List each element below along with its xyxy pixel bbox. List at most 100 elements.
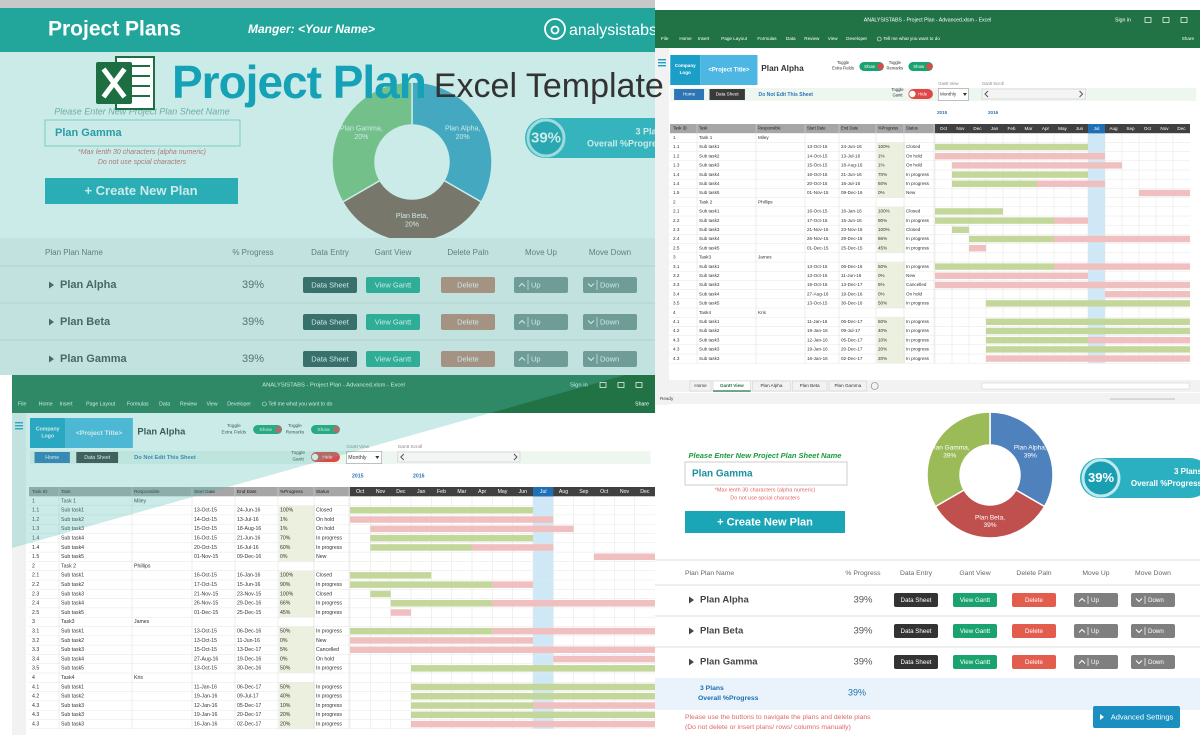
- ribbon-tab[interactable]: Review: [804, 36, 820, 41]
- ribbon-tab[interactable]: View: [828, 36, 839, 41]
- button[interactable]: [583, 314, 637, 330]
- button[interactable]: [1012, 593, 1056, 607]
- expand-arrow[interactable]: [49, 318, 54, 326]
- toggle-switch[interactable]: [908, 62, 933, 71]
- view-dropdown[interactable]: [346, 451, 383, 464]
- ribbon-tab[interactable]: Home: [39, 401, 53, 407]
- expand-arrow[interactable]: [689, 596, 694, 604]
- button[interactable]: [953, 593, 997, 607]
- menu-icon[interactable]: [658, 59, 666, 61]
- toggle-switch[interactable]: [908, 89, 933, 99]
- toggle-switch[interactable]: [859, 62, 884, 71]
- toggle-switch[interactable]: [310, 452, 340, 462]
- button[interactable]: [441, 277, 495, 293]
- window-control[interactable]: [599, 382, 607, 388]
- sign-in[interactable]: Sign in: [570, 383, 588, 389]
- create-button[interactable]: [685, 511, 845, 533]
- cell-text: 100%: [280, 508, 294, 514]
- expand-arrow[interactable]: [689, 658, 694, 666]
- sheet-tab[interactable]: [828, 380, 867, 392]
- button[interactable]: [303, 314, 357, 330]
- ribbon-tab[interactable]: Developer: [846, 36, 867, 41]
- button[interactable]: [366, 314, 420, 330]
- view-dropdown[interactable]: [938, 88, 969, 101]
- button[interactable]: [583, 351, 637, 367]
- button[interactable]: [366, 351, 420, 367]
- gantt-scrollbar[interactable]: [397, 451, 521, 463]
- menu-icon[interactable]: [15, 428, 23, 430]
- ribbon-tab[interactable]: Data: [159, 401, 170, 407]
- create-button[interactable]: [45, 178, 238, 204]
- button[interactable]: [303, 351, 357, 367]
- button[interactable]: [303, 277, 357, 293]
- button[interactable]: [953, 624, 997, 638]
- button[interactable]: [441, 314, 495, 330]
- data-sheet-button[interactable]: [76, 452, 119, 463]
- button[interactable]: [514, 314, 568, 330]
- sheet-tab[interactable]: [689, 380, 712, 392]
- cell-text: 16-Oct-15: [807, 172, 828, 177]
- ribbon-tab[interactable]: Formulas: [757, 36, 777, 41]
- menu-icon[interactable]: [15, 425, 23, 427]
- toggle-switch[interactable]: [310, 425, 340, 434]
- ribbon-tab[interactable]: Home: [679, 36, 692, 41]
- ribbon-tab[interactable]: File: [661, 36, 669, 41]
- window-control[interactable]: [1180, 17, 1188, 23]
- sheet-tab[interactable]: [752, 380, 791, 392]
- toggle-switch[interactable]: [253, 425, 283, 434]
- input-box[interactable]: [684, 461, 848, 486]
- data-sheet-button[interactable]: [709, 89, 745, 100]
- ribbon-tab[interactable]: Insert: [698, 36, 710, 41]
- window-control[interactable]: [1162, 17, 1170, 23]
- button[interactable]: [583, 277, 637, 293]
- sheet-tab[interactable]: [791, 380, 828, 392]
- ribbon-tab[interactable]: Formulas: [127, 401, 149, 407]
- button[interactable]: [1012, 655, 1056, 669]
- home-button[interactable]: [34, 452, 70, 463]
- button[interactable]: [1074, 655, 1118, 669]
- expand-arrow[interactable]: [49, 281, 54, 289]
- ribbon-tab[interactable]: Page Layout: [86, 401, 116, 407]
- add-sheet[interactable]: [870, 382, 879, 390]
- ribbon-tab[interactable]: File: [18, 401, 26, 407]
- button[interactable]: [441, 351, 495, 367]
- tell-me[interactable]: Tell me what you want to do: [883, 36, 940, 41]
- button[interactable]: [1131, 655, 1175, 669]
- sign-in[interactable]: Sign in: [1115, 17, 1131, 23]
- tell-me[interactable]: Tell me what you want to do: [268, 401, 332, 407]
- window-control[interactable]: [1144, 17, 1152, 23]
- button[interactable]: [894, 593, 938, 607]
- ribbon-tab[interactable]: Review: [180, 401, 197, 407]
- window-control[interactable]: [617, 382, 625, 388]
- button[interactable]: [1012, 624, 1056, 638]
- share[interactable]: Share: [635, 401, 649, 407]
- expand-arrow[interactable]: [689, 627, 694, 635]
- menu-icon[interactable]: [15, 422, 23, 424]
- button[interactable]: [1074, 593, 1118, 607]
- button[interactable]: [953, 655, 997, 669]
- menu-icon[interactable]: [658, 65, 666, 67]
- ribbon-tab[interactable]: Page Layout: [721, 36, 748, 41]
- h-scrollbar[interactable]: [981, 382, 1190, 390]
- button[interactable]: [366, 277, 420, 293]
- button[interactable]: [514, 351, 568, 367]
- gantt-scrollbar[interactable]: [981, 88, 1086, 100]
- menu-icon[interactable]: [658, 62, 666, 64]
- input-box[interactable]: [44, 119, 241, 147]
- ribbon-tab[interactable]: Developer: [227, 401, 251, 407]
- advanced-button[interactable]: [1093, 706, 1180, 728]
- button[interactable]: [894, 655, 938, 669]
- button[interactable]: [1131, 624, 1175, 638]
- ribbon-tab[interactable]: Insert: [60, 401, 74, 407]
- button[interactable]: [514, 277, 568, 293]
- home-button[interactable]: [674, 89, 705, 100]
- cell-text: 29-Dec-16: [237, 601, 261, 607]
- button[interactable]: [894, 624, 938, 638]
- window-control[interactable]: [635, 382, 643, 388]
- share[interactable]: Share: [1182, 36, 1195, 41]
- button[interactable]: [1131, 593, 1175, 607]
- expand-arrow[interactable]: [49, 355, 54, 363]
- button[interactable]: [1074, 624, 1118, 638]
- ribbon-tab[interactable]: Data: [786, 36, 796, 41]
- ribbon-tab[interactable]: View: [207, 401, 218, 407]
